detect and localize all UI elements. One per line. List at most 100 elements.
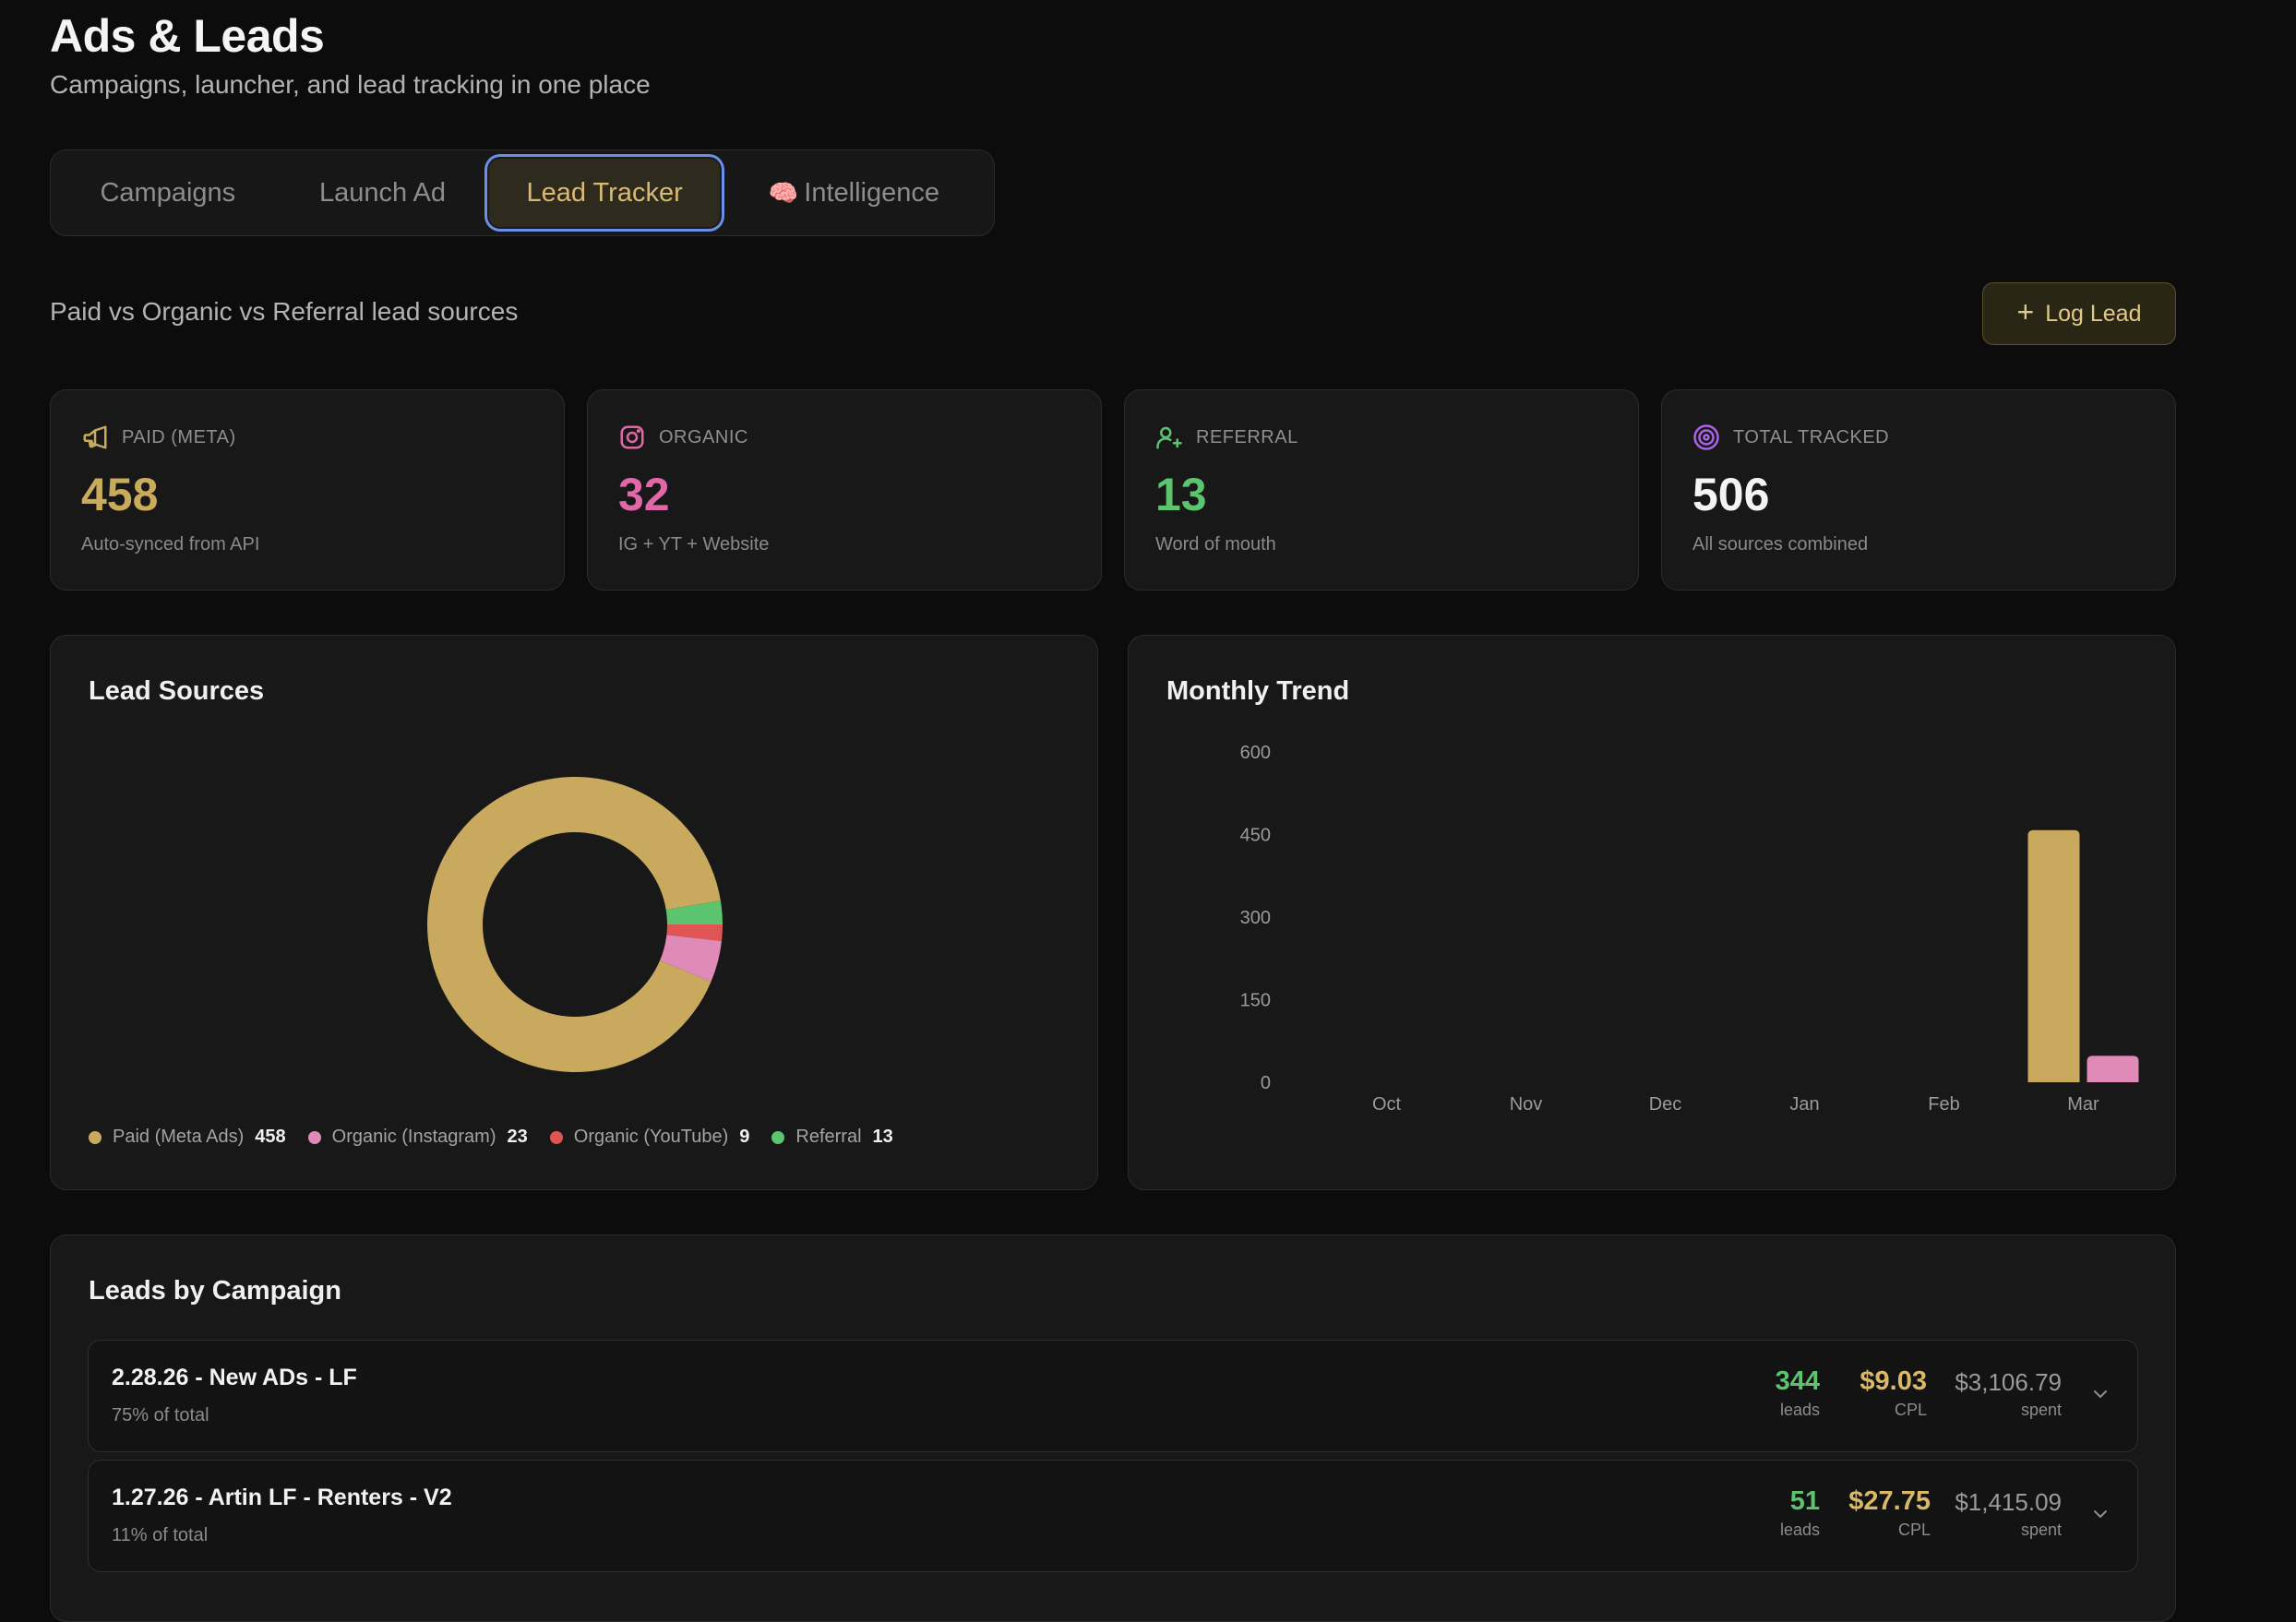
lead-sources-donut-chart (426, 777, 723, 1073)
tab-label: Launch Ad (318, 177, 447, 208)
stat-note: Auto-synced from API (81, 534, 260, 555)
stat-note: Word of mouth (1155, 534, 1276, 555)
spent-value: $3,106.79 (1955, 1368, 2062, 1396)
campaign-cpl: $27.75 CPL (1848, 1486, 1931, 1540)
megaphone-icon (83, 425, 107, 449)
y-tick-label: 600 (1240, 743, 1271, 763)
legend-label: Organic (YouTube) (573, 1127, 729, 1147)
legend-item-paid: Paid (Meta Ads) 458 (89, 1127, 286, 1148)
spent-label: spent (2020, 1521, 2062, 1539)
x-tick-label: Oct (1372, 1094, 1402, 1115)
leads-value: 344 (1775, 1366, 1820, 1396)
y-tick-label: 450 (1240, 826, 1271, 846)
campaign-cpl: $9.03 CPL (1860, 1366, 1927, 1420)
x-tick-label: Jan (1789, 1094, 1819, 1115)
target-icon (1693, 424, 1719, 450)
y-tick-label: 300 (1240, 908, 1271, 928)
brain-icon: 🧠 (768, 178, 799, 207)
stat-card-organic: ORGANIC 32 IG + YT + Website (587, 389, 1102, 590)
campaign-share: 75% of total (112, 1405, 209, 1425)
campaign-spent: $3,106.79 spent (1955, 1368, 2062, 1420)
leads-by-campaign-title: Leads by Campaign (89, 1276, 341, 1306)
donut-slice-paid-meta-ads (426, 777, 721, 1073)
x-tick-label: Mar (2067, 1094, 2099, 1115)
campaign-name: 1.27.26 - Artin LF - Renters - V2 (112, 1485, 452, 1510)
bar-mar-series-1 (2027, 829, 2080, 1082)
stat-card-total: TOTAL TRACKED 506 All sources combined (1661, 389, 2176, 590)
legend-count: 23 (507, 1127, 528, 1147)
legend-count: 9 (739, 1127, 750, 1147)
campaign-spent: $1,415.09 spent (1955, 1488, 2062, 1540)
legend-label: Paid (Meta Ads) (113, 1127, 245, 1147)
stat-label: TOTAL TRACKED (1733, 426, 1890, 447)
campaign-leads: 51 leads (1780, 1486, 1820, 1540)
y-tick-label: 0 (1261, 1073, 1271, 1093)
cpl-value: $9.03 (1860, 1366, 1927, 1396)
x-tick-label: Feb (1928, 1094, 1959, 1115)
spent-label: spent (2020, 1401, 2062, 1419)
tab-label: Campaigns (100, 177, 236, 208)
stat-card-paid: PAID (META) 458 Auto-synced from API (50, 389, 565, 590)
y-tick-label: 150 (1240, 991, 1271, 1011)
legend-label: Organic (Instagram) (331, 1127, 496, 1147)
log-lead-label: Log Lead (2045, 300, 2142, 327)
lead-sources-legend: Paid (Meta Ads) 458 Organic (Instagram) 23… (89, 1127, 915, 1148)
tab-lead-tracker[interactable]: Lead Tracker (487, 157, 722, 229)
stat-value: 506 (1692, 469, 1770, 520)
campaign-row[interactable]: 2.28.26 - New ADs - LF 75% of total 344 … (88, 1340, 2138, 1452)
spent-value: $1,415.09 (1955, 1488, 2062, 1516)
tab-label: Intelligence (804, 177, 939, 208)
section-label: Paid vs Organic vs Referral lead sources (50, 297, 519, 326)
leads-label: leads (1779, 1401, 1820, 1419)
legend-item-referral: Referral 13 (771, 1127, 893, 1148)
legend-dot (89, 1130, 102, 1144)
cpl-label: CPL (1897, 1521, 1931, 1539)
x-tick-label: Dec (1649, 1094, 1682, 1115)
monthly-trend-title: Monthly Trend (1166, 676, 1350, 706)
lead-sources-title: Lead Sources (89, 676, 265, 706)
cpl-value: $27.75 (1848, 1486, 1931, 1516)
legend-item-instagram: Organic (Instagram) 23 (307, 1127, 528, 1148)
donut-slice-organic-instagram (660, 935, 722, 983)
log-lead-button[interactable]: + Log Lead (1982, 282, 2176, 345)
leads-label: leads (1779, 1521, 1820, 1539)
monthly-trend-panel: Monthly Trend 0 150 300 450 600 Oct Nov Dec Jan F… (1128, 635, 2176, 1190)
campaign-share: 11% of total (112, 1525, 209, 1545)
campaign-row[interactable]: 1.27.26 - Artin LF - Renters - V2 11% of… (88, 1460, 2138, 1572)
leads-value: 51 (1789, 1486, 1820, 1516)
bar-mar-series-2 (2087, 1055, 2139, 1082)
chevron-down-icon[interactable] (2089, 1503, 2111, 1525)
monthly-trend-bar-chart: 0 150 300 450 600 Oct Nov Dec Jan Feb Mar (1240, 743, 2139, 1115)
x-tick-label: Nov (1510, 1094, 1543, 1115)
tab-launch-ad[interactable]: Launch Ad (278, 157, 488, 229)
stat-value: 13 (1155, 469, 1207, 520)
stat-value: 458 (81, 469, 159, 520)
legend-count: 13 (872, 1127, 893, 1147)
cpl-label: CPL (1894, 1401, 1927, 1419)
plus-icon: + (2016, 295, 2035, 328)
legend-dot (307, 1130, 321, 1144)
tab-intelligence[interactable]: 🧠 Intelligence (722, 157, 987, 229)
instagram-icon (620, 425, 644, 449)
tab-label: Lead Tracker (526, 177, 683, 208)
page-title: Ads & Leads (50, 10, 325, 62)
stat-label: PAID (META) (122, 426, 236, 447)
user-plus-icon (1156, 426, 1182, 449)
stat-card-referral: REFERRAL 13 Word of mouth (1124, 389, 1639, 590)
donut-slice-organic-youtube (666, 924, 723, 941)
stat-label: REFERRAL (1196, 426, 1298, 447)
chevron-down-icon[interactable] (2089, 1383, 2111, 1405)
legend-label: Referral (795, 1127, 862, 1147)
legend-count: 458 (255, 1127, 286, 1147)
legend-item-youtube: Organic (YouTube) 9 (549, 1127, 750, 1148)
stat-label: ORGANIC (659, 426, 748, 447)
legend-dot (771, 1130, 785, 1144)
stat-note: All sources combined (1692, 534, 1869, 555)
campaign-name: 2.28.26 - New ADs - LF (112, 1365, 357, 1390)
tab-campaigns[interactable]: Campaigns (58, 157, 278, 229)
page-subtitle: Campaigns, launcher, and lead tracking i… (50, 70, 651, 99)
stat-value: 32 (618, 469, 670, 520)
tab-bar: Campaigns Launch Ad Lead Tracker 🧠 Intell… (50, 149, 995, 236)
donut-slice-referral (665, 900, 723, 924)
stat-note: IG + YT + Website (618, 534, 770, 555)
